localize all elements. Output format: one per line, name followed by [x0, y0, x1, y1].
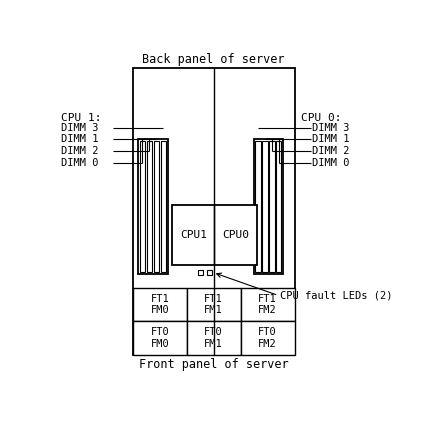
- Text: FT1
FM0: FT1 FM0: [150, 294, 169, 315]
- Text: DIMM 1: DIMM 1: [61, 134, 99, 144]
- Bar: [140, 141, 145, 272]
- Text: FT0
FM0: FT0 FM0: [150, 327, 169, 349]
- Bar: [187, 288, 241, 321]
- Bar: [187, 321, 241, 355]
- Bar: [241, 321, 295, 355]
- Text: DIMM 3: DIMM 3: [61, 123, 99, 133]
- Bar: [133, 68, 295, 355]
- Text: DIMM 0: DIMM 0: [61, 158, 99, 168]
- Bar: [133, 321, 187, 355]
- Text: DIMM 0: DIMM 0: [312, 158, 350, 168]
- Text: FT0
FM1: FT0 FM1: [204, 327, 223, 349]
- Text: FT1
FM2: FT1 FM2: [258, 294, 277, 315]
- Bar: [269, 141, 274, 272]
- Bar: [241, 288, 295, 321]
- Text: CPU 0:: CPU 0:: [302, 114, 342, 123]
- Text: DIMM 1: DIMM 1: [312, 134, 350, 144]
- Bar: [262, 141, 267, 272]
- Bar: [138, 139, 168, 274]
- Text: Back panel of server: Back panel of server: [143, 53, 285, 66]
- Bar: [161, 141, 166, 272]
- Text: DIMM 2: DIMM 2: [61, 146, 99, 156]
- Text: CPU1: CPU1: [180, 230, 207, 240]
- Bar: [207, 270, 212, 276]
- Bar: [147, 141, 152, 272]
- Bar: [197, 270, 203, 276]
- Text: Front panel of server: Front panel of server: [139, 358, 289, 371]
- Bar: [154, 141, 159, 272]
- Bar: [133, 288, 187, 321]
- Text: CPU fault LEDs (2): CPU fault LEDs (2): [280, 290, 392, 300]
- Text: FT0
FM2: FT0 FM2: [258, 327, 277, 349]
- Bar: [276, 141, 282, 272]
- Text: DIMM 2: DIMM 2: [312, 146, 350, 156]
- Bar: [255, 141, 260, 272]
- Bar: [254, 139, 283, 274]
- Text: DIMM 3: DIMM 3: [312, 123, 350, 133]
- Text: CPU 1:: CPU 1:: [61, 114, 102, 123]
- Text: FT1
FM1: FT1 FM1: [204, 294, 223, 315]
- Bar: [172, 205, 257, 265]
- Text: CPU0: CPU0: [222, 230, 249, 240]
